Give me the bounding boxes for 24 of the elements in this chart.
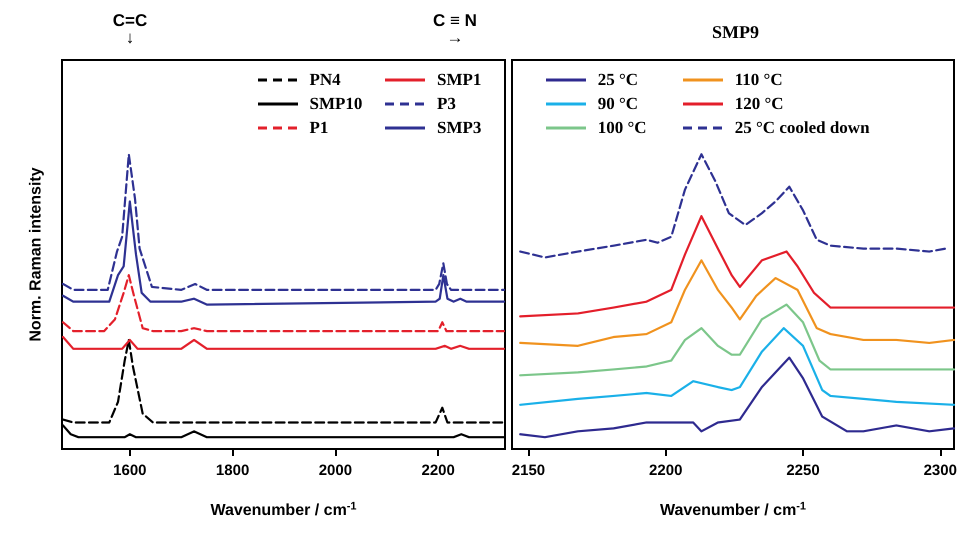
x-tick-label: 2200	[422, 462, 455, 479]
x-tick-label: 2250	[786, 462, 820, 479]
legend-label: SMP10	[310, 94, 362, 114]
x-tick-label: 1600	[113, 462, 147, 479]
legend-label: PN4	[310, 70, 341, 90]
text: C ≡ N →	[433, 11, 477, 47]
legend-label: 25 °C	[598, 70, 638, 90]
y-axis-title: Norm. Raman intensity	[28, 167, 44, 342]
legend-label: 100 °C	[598, 118, 647, 138]
legend-label: P1	[310, 118, 328, 138]
legend-label: 25 °C cooled down	[734, 118, 870, 138]
x-tick-label: 1800	[216, 462, 250, 479]
legend-label: 90 °C	[598, 94, 638, 114]
legend-label: SMP1	[437, 70, 482, 90]
chart-title: SMP9	[712, 22, 759, 42]
x-tick-label: 2300	[924, 462, 957, 479]
text: C=C ↓	[112, 11, 148, 47]
x-tick-label: 2000	[318, 462, 352, 479]
legend-label: 110 °C	[734, 70, 783, 90]
legend-label: SMP3	[437, 118, 482, 138]
legend-label: 120 °C	[734, 94, 784, 114]
x-tick-label: 2200	[649, 462, 682, 479]
legend-label: P3	[437, 94, 456, 114]
x-tick-label: 2150	[512, 462, 546, 479]
